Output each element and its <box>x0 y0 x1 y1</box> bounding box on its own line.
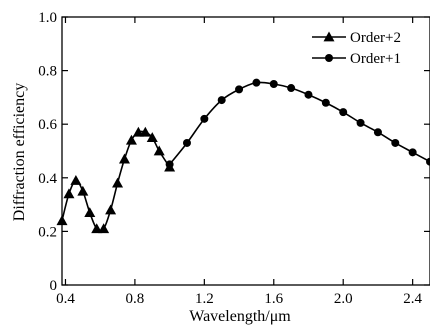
circle-point <box>165 160 174 169</box>
triangle-point <box>91 223 103 234</box>
triangle-point <box>112 177 124 188</box>
circle-point <box>373 128 382 137</box>
triangle-point <box>132 126 144 137</box>
circle-point <box>304 90 313 99</box>
circle-point <box>182 138 191 147</box>
triangle-point <box>63 188 75 199</box>
circle-point <box>200 114 209 123</box>
circle-point <box>391 138 400 147</box>
series <box>56 78 430 234</box>
triangle-point <box>118 153 130 164</box>
triangle-point <box>70 174 82 185</box>
circle-point <box>217 96 226 105</box>
y-axis-title: Diffraction efficiency <box>11 83 28 221</box>
y-tick-label: 0.4 <box>38 171 57 187</box>
triangle-point <box>105 204 117 215</box>
circle-point <box>408 148 417 157</box>
triangle-point <box>139 126 151 137</box>
circle-point <box>426 157 430 166</box>
triangle-point <box>125 134 137 145</box>
legend-circle-marker <box>325 54 333 62</box>
circle-point <box>356 118 365 127</box>
circle-point <box>287 84 296 93</box>
x-tick-label: 0.4 <box>56 291 75 307</box>
y-tick-label: 0 <box>50 278 58 294</box>
y-tick-label: 0.8 <box>38 64 57 80</box>
x-tick-label: 2.0 <box>334 291 353 307</box>
triangle-point <box>146 132 158 142</box>
y-tick-label: 1.0 <box>38 10 57 26</box>
triangle-point <box>153 145 165 156</box>
series-line-order-plus-1 <box>169 81 430 165</box>
x-tick-label: 1.6 <box>264 291 283 307</box>
x-tick-label: 2.4 <box>403 291 422 307</box>
legend: Order+2 Order+1 <box>312 30 401 67</box>
legend-triangle-marker <box>323 31 335 42</box>
legend-label: Order+2 <box>350 30 401 46</box>
triangle-point <box>56 215 68 226</box>
y-tick-label: 0.6 <box>38 117 57 133</box>
triangle-point <box>98 223 110 234</box>
circle-point <box>235 85 244 94</box>
y-tick-label: 0.2 <box>38 224 57 240</box>
circle-point <box>339 108 348 117</box>
circle-point <box>252 78 261 87</box>
circle-point <box>321 98 330 107</box>
x-tick-label: 0.8 <box>126 291 145 307</box>
plot-frame <box>61 16 430 286</box>
circle-point <box>269 80 278 88</box>
x-tick-label: 1.2 <box>195 291 214 307</box>
legend-label: Order+1 <box>350 51 401 67</box>
triangle-point <box>84 207 96 218</box>
triangle-point <box>77 185 89 196</box>
x-axis-title: Wavelength/μm <box>189 308 291 325</box>
ticks: 0.4 0.8 1.2 1.6 2.0 2.4 0 0.2 0.4 0.6 0.8 1.0 <box>38 10 430 307</box>
